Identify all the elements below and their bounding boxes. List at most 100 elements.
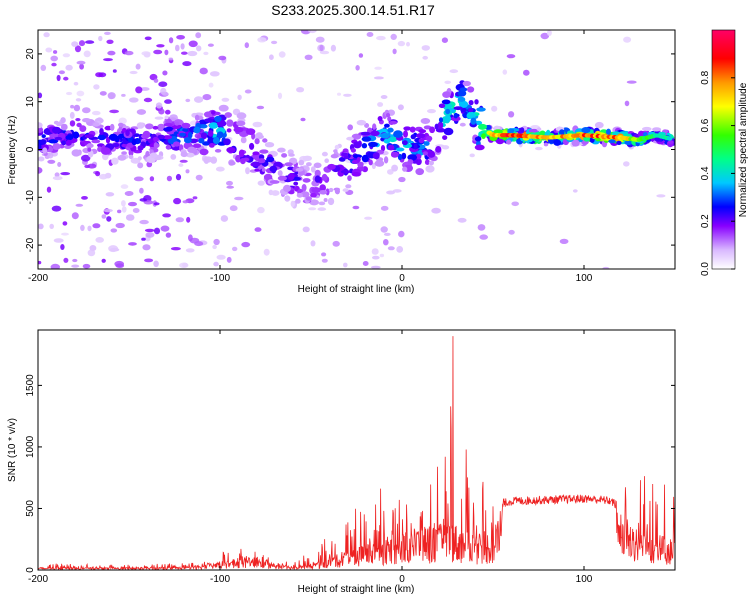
spectrogram-ridge-blob — [324, 158, 330, 163]
spectrogram-ridge-blob — [61, 140, 67, 146]
spectrogram-ridge-blob — [317, 207, 327, 211]
spectrogram-ridge-blob — [662, 129, 668, 133]
spectrogram-ridge-blob — [429, 126, 436, 134]
spectrogram-y-tick-label: -20 — [25, 237, 36, 252]
spectrogram-noise-blob — [187, 50, 198, 57]
spectrogram-noise-blob — [162, 213, 172, 218]
spectrogram-ridge-blob — [245, 167, 250, 175]
spectrogram-ridge-blob — [257, 158, 266, 164]
spectrogram-noise-blob — [387, 246, 395, 251]
spectrogram-ridge-blob — [536, 127, 542, 132]
snr-x-tick-label: 0 — [399, 574, 405, 585]
spectrogram-ridge-blob — [100, 147, 111, 155]
spectrogram-noise-blob — [315, 36, 325, 43]
spectrogram-ridge-blob — [507, 128, 515, 134]
spectrogram-noise-blob — [133, 176, 144, 182]
spectrogram-ridge-blob — [193, 126, 201, 134]
spectrogram-noise-blob — [106, 216, 112, 222]
spectrogram-ridge-blob — [357, 161, 364, 168]
spectrogram-noise-blob — [332, 240, 340, 247]
spectrogram-noise-blob — [63, 76, 69, 81]
spectrogram-noise-blob — [109, 109, 119, 114]
spectrogram-noise-blob — [143, 97, 153, 103]
spectrogram-noise-blob — [50, 55, 58, 62]
spectrogram-noise-blob — [623, 161, 630, 167]
spectrogram-ridge-blob — [393, 130, 403, 138]
spectrogram-ridge-blob — [251, 161, 261, 167]
spectrogram-noise-blob — [99, 173, 108, 180]
spectrogram-noise-blob — [300, 117, 306, 122]
spectrogram-ridge-blob — [149, 152, 158, 159]
snr-y-tick-label: 500 — [25, 500, 36, 517]
spectrogram-ridge-blob — [342, 188, 349, 192]
spectrogram-noise-blob — [372, 255, 380, 260]
spectrogram-noise-blob — [623, 36, 632, 43]
spectrogram-ridge-blob — [403, 130, 408, 138]
spectrogram-ridge-blob — [240, 158, 246, 165]
spectrogram-ridge-blob — [624, 140, 633, 146]
spectrogram-ridge-blob — [328, 187, 334, 193]
spectrogram-ridge-blob — [423, 141, 430, 146]
spectrogram-ridge-blob — [449, 69, 459, 74]
spectrogram-noise-blob — [213, 238, 220, 246]
spectrogram-noise-blob — [128, 201, 137, 207]
spectrogram-ridge-blob — [207, 130, 214, 137]
spectrogram-ridge-blob — [667, 140, 674, 144]
spectrogram-ridge-blob — [434, 123, 439, 130]
spectrogram-ridge-blob — [422, 151, 428, 156]
spectrogram-noise-blob — [121, 93, 126, 97]
spectrogram-noise-blob — [380, 95, 388, 99]
spectrogram-noise-blob — [232, 246, 238, 252]
spectrogram-ridge-blob — [56, 121, 63, 127]
spectrogram-ridge-blob — [117, 154, 127, 161]
spectrogram-ridge-blob — [226, 128, 232, 133]
spectrogram-ridge-blob — [76, 122, 82, 128]
spectrogram-ridge-blob — [453, 106, 463, 111]
spectrogram-ridge-blob — [264, 142, 275, 148]
spectrogram-noise-blob — [38, 92, 43, 99]
spectrogram-ridge-blob — [377, 102, 384, 107]
spectrogram-noise-blob — [396, 246, 404, 253]
spectrogram-y-tick-label: 0 — [25, 146, 36, 152]
spectrogram-noise-blob — [175, 44, 180, 52]
spectrogram-noise-blob — [319, 50, 330, 55]
spectrogram-noise-blob — [38, 260, 42, 265]
spectrogram-noise-blob — [254, 227, 262, 232]
snr-x-tick-label: 100 — [576, 574, 593, 585]
spectrogram-ridge-blob — [495, 138, 505, 145]
spectrogram-ridge-blob — [71, 149, 81, 157]
spectrogram-ridge-blob — [428, 160, 434, 166]
spectrogram-ridge-blob — [418, 129, 427, 134]
spectrogram-ridge-blob — [305, 196, 312, 201]
spectrogram-ridge-blob — [445, 108, 451, 115]
spectrogram-ridge-blob — [38, 122, 43, 129]
spectrogram-noise-blob — [136, 109, 147, 115]
spectrogram-noise-blob — [444, 80, 452, 85]
figure-title: S233.2025.300.14.51.R17 — [271, 2, 435, 18]
spectrogram-noise-blob — [153, 260, 159, 268]
spectrogram-ridge-blob — [182, 128, 189, 132]
spectrogram-noise-blob — [256, 105, 265, 110]
spectrogram-ridge-blob — [87, 147, 92, 152]
spectrogram-ridge-blob — [437, 121, 444, 130]
spectrogram-noise-blob — [192, 196, 198, 200]
spectrogram-ridge-blob — [333, 149, 338, 153]
spectrogram-noise-blob — [108, 245, 118, 253]
spectrogram-ridge-blob — [296, 192, 303, 198]
spectrogram-ridge-blob — [108, 133, 118, 141]
spectrogram-noise-blob — [70, 104, 75, 109]
spectrogram-noise-blob — [125, 214, 135, 221]
spectrogram-noise-blob — [208, 82, 214, 88]
spectrogram-noise-blob — [104, 31, 111, 35]
spectrogram-noise-blob — [135, 63, 141, 70]
spectrogram-ridge-blob — [190, 138, 198, 144]
spectrogram-ridge-blob — [91, 139, 101, 144]
spectrogram-ridge-blob — [438, 103, 446, 109]
spectrogram-noise-blob — [103, 208, 113, 213]
spectrogram-ridge-blob — [416, 133, 426, 139]
spectrogram-ridge-blob — [54, 136, 63, 141]
spectrogram-ridge-blob — [368, 141, 378, 148]
spectrogram-noise-blob — [107, 92, 116, 100]
spectrogram-noise-blob — [559, 238, 569, 244]
spectrogram-ridge-blob — [295, 198, 301, 204]
